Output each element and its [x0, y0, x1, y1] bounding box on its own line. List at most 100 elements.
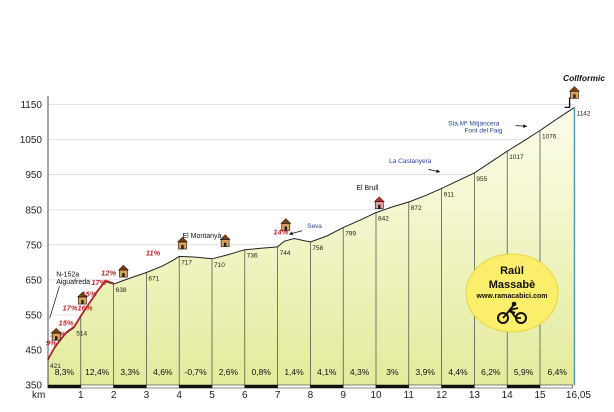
summit-house-icon-door	[573, 94, 576, 99]
elevation-label: 911	[444, 191, 455, 198]
badge-name-last: Massabè	[489, 279, 535, 291]
km-scale-segment	[113, 384, 147, 389]
y-tick-label: 850	[25, 205, 42, 216]
place-label: El Montanyà	[182, 233, 221, 240]
cyclist-icon	[497, 301, 527, 324]
slope-label: 15%	[81, 290, 96, 299]
house-icon-roof	[117, 264, 130, 271]
elevation-label: 1076	[542, 134, 557, 141]
elevation-label: 421	[50, 363, 61, 370]
castanyera-arrow-icon-head	[436, 169, 440, 174]
elevation-label: 638	[116, 287, 127, 294]
y-tick-label: 450	[25, 345, 42, 356]
elevation-label: 744	[280, 250, 291, 257]
slope-label: 11%	[146, 248, 161, 257]
km-scale-segment	[441, 384, 475, 389]
house-icon-roof	[219, 234, 231, 240]
slope-label: 17%16%	[63, 304, 93, 313]
y-tick-label: 750	[25, 240, 42, 251]
house-icon-door	[284, 226, 287, 231]
km-scale-segment	[474, 384, 508, 389]
house-icon	[50, 327, 62, 341]
x-tick-label: 16,05	[566, 390, 591, 401]
km-scale-segment	[539, 384, 574, 389]
x-tick-label: 11	[404, 390, 415, 401]
x-tick-label: 10	[370, 390, 382, 401]
elevation-labels: 421 514 638 671 717 710 736 744 758 799 842 872 911 9…	[50, 110, 591, 370]
church-icon	[176, 236, 189, 250]
house-icon-door	[55, 336, 58, 341]
place-label: Sta.Mª Mitjancera	[448, 121, 500, 128]
km-scale-segment	[244, 384, 278, 389]
seva-arrow-icon-head	[289, 231, 293, 236]
y-tick-label: 650	[25, 275, 42, 286]
y-tick-label: 950	[25, 170, 42, 181]
elevation-label: 671	[148, 275, 159, 282]
elevation-label: 872	[411, 205, 422, 212]
elevation-label: 1142	[576, 110, 590, 117]
x-tick-label: 8	[308, 390, 314, 401]
author-badge: Raül Massabè www.ramacabici.com	[465, 253, 559, 333]
km-gradient-label: 1,4%	[284, 367, 304, 377]
km-gradient-label: 3,3%	[120, 367, 140, 377]
badge-url: www.ramacabici.com	[476, 293, 548, 300]
km-dividers	[80, 130, 541, 385]
x-tick-label: 13	[469, 390, 481, 401]
house-icon	[76, 291, 89, 305]
house-icon	[117, 264, 130, 278]
km-gradient-label: 4,6%	[153, 367, 173, 377]
y-tick-label: 550	[25, 310, 42, 321]
km-gradient-label: 2,6%	[219, 367, 239, 377]
summit-house-icon-roof	[568, 85, 581, 92]
km-gradient-label: 5,9%	[514, 367, 534, 377]
place-label: N-152a	[56, 271, 79, 278]
badge-name-first: Raül	[500, 265, 524, 277]
km-scale-segment	[408, 384, 442, 389]
x-tick-label: 12	[436, 390, 448, 401]
aiguafreda-pointer	[49, 286, 60, 319]
restaurant-icon	[373, 196, 385, 210]
x-tick-label: 9	[340, 390, 346, 401]
house-icon	[219, 234, 231, 247]
slope-label: 17%	[91, 278, 106, 287]
km-gradient-label: 3%	[386, 367, 399, 377]
place-label: Aiguafreda	[56, 279, 90, 286]
km-gradient-label: 8,3%	[55, 367, 75, 377]
house-icon	[280, 218, 292, 231]
place-label: El Brull	[356, 185, 379, 192]
x-tick-label: 2	[111, 390, 117, 401]
font-del-faig-arrow-icon-head	[523, 124, 527, 129]
steep-section-line	[47, 279, 114, 360]
x-tick-label: 3	[144, 390, 150, 401]
km-gradient-label: 3,9%	[416, 367, 436, 377]
km-scale-segment	[47, 384, 82, 389]
gradient-labels: 8,3% 12,4% 3,3% 4,6% -0,7% 2,6% 0,8% 1,4% 4,1% 4,…	[55, 367, 568, 377]
elevation-label: 955	[476, 176, 487, 183]
km-gradient-label: 0,8%	[252, 367, 272, 377]
km-gradient-label: 6,4%	[548, 367, 568, 377]
place-icons	[50, 85, 581, 341]
slope-label: 14%	[273, 228, 288, 237]
km-scale-segment	[310, 384, 344, 389]
slope-label: 9%	[46, 339, 57, 348]
elevation-label: 799	[345, 231, 356, 238]
place-label: Collformic	[563, 73, 605, 83]
restaurant-icon-door	[378, 204, 381, 209]
km-gradient-label: 4,3%	[350, 367, 370, 377]
km-gradient-label: -0,7%	[184, 367, 207, 377]
km-gradient-label: 4,4%	[448, 367, 468, 377]
km-scale-segment	[506, 384, 541, 389]
elevation-label: 514	[76, 331, 87, 338]
elevation-label: 842	[378, 216, 389, 223]
elevation-label: 710	[214, 262, 225, 269]
km-scale-segment	[211, 384, 246, 389]
place-label: Font del Faig	[465, 128, 503, 135]
x-tick-label: 14	[502, 390, 514, 401]
elevation-area	[48, 107, 575, 386]
x-axis-label: km	[32, 390, 45, 401]
elevation-label: 1017	[509, 154, 524, 161]
km-scale-segment	[277, 384, 311, 389]
